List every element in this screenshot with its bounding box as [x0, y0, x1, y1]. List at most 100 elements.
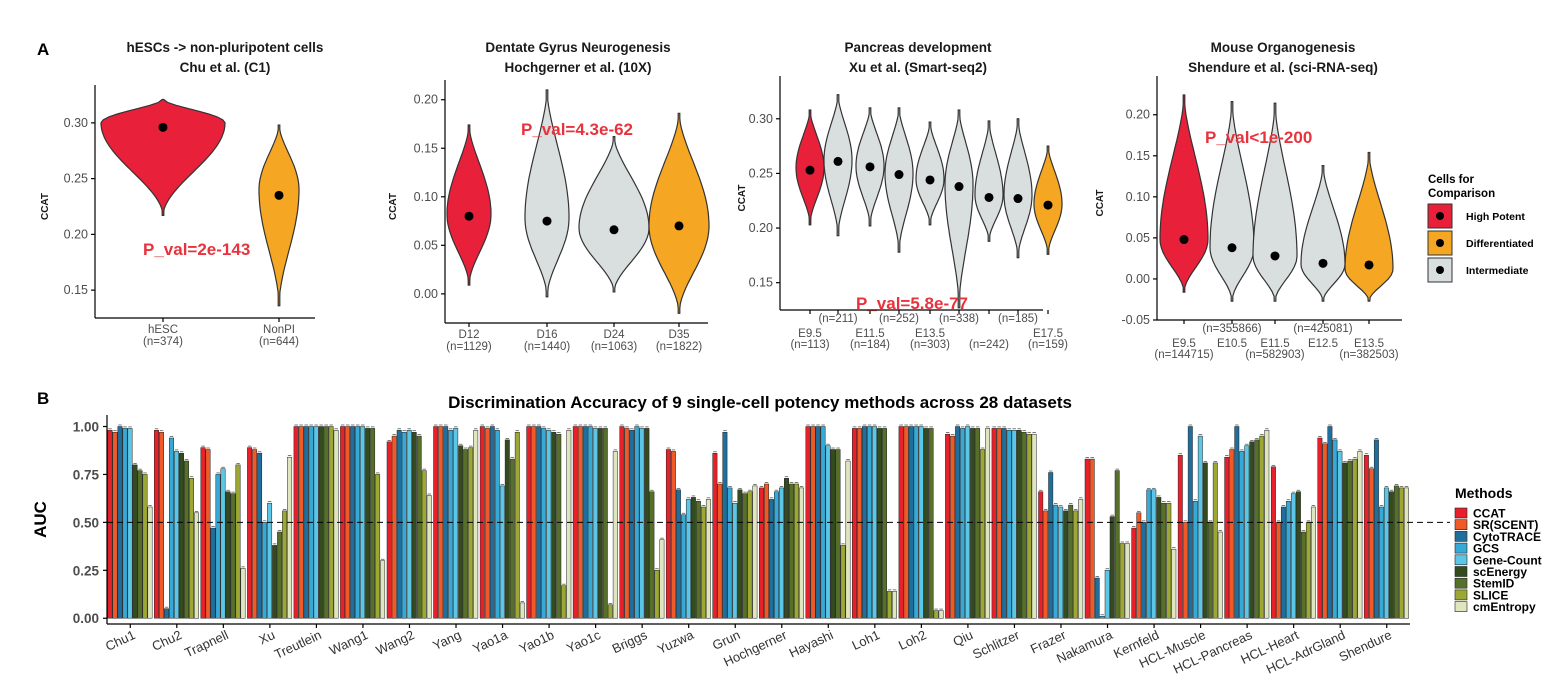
bar-HCL-Heart-scEnergy [1295, 491, 1301, 619]
bar-Grun-SLICE [747, 491, 753, 619]
category-count: (n=382503) [1339, 349, 1398, 361]
median-point [805, 165, 815, 175]
category-label: Hayashi [787, 627, 836, 660]
bar-Shendure-cmEntropy [1403, 487, 1409, 619]
bar-HCL-Pancreas-StemID [1254, 439, 1260, 619]
bar-Wang2-GCS [401, 432, 407, 619]
bar-Kernfeld-CytoTRACE [1141, 522, 1147, 619]
legend-item-label: StemID [1473, 577, 1515, 591]
bar-HCL-Heart-SR(SCENT) [1275, 522, 1281, 619]
bar-Shendure-Gene-Count [1383, 487, 1389, 619]
bar-Frazer-SLICE [1073, 510, 1079, 619]
bar-Trapnell-Gene-Count [220, 468, 226, 619]
violin-NonPI [258, 124, 300, 307]
bar-Yao1c-StemID [602, 428, 608, 619]
bar-Nakamura-CytoTRACE [1094, 577, 1100, 619]
category-label: Schlitzer [970, 627, 1022, 662]
bar-Chu1-scEnergy [132, 464, 138, 619]
bar-Grun-StemID [742, 493, 748, 619]
violin-E17.5 [1033, 145, 1063, 255]
violin-hESC [100, 98, 226, 217]
bar-Hochgerner-GCS [774, 491, 779, 619]
bar-Yao1b-GCS [541, 428, 547, 619]
category-count: (n=159) [1028, 339, 1068, 351]
category-count: (n=144715) [1154, 349, 1213, 361]
bar-Loh2-StemID [928, 428, 934, 619]
bar-Chu2-GCS [169, 437, 174, 619]
bar-Frazer-scEnergy [1063, 510, 1069, 619]
y-tick-label: 0.25 [73, 563, 100, 578]
violin-E10.5 [1209, 101, 1255, 302]
bar-Yao1c-cmEntropy [612, 451, 618, 619]
bar-Yang-GCS [448, 430, 454, 619]
legend-cells-for-comparison: Cells for Comparison High Potent Differenti… [1427, 174, 1534, 283]
median-point [1043, 200, 1053, 210]
p-value-annotation: P_val=5.8e-77 [856, 294, 968, 313]
category-label: Qiu [951, 627, 976, 649]
bar-Frazer-SR(SCENT) [1043, 510, 1049, 619]
category-count: (n=1063) [591, 341, 638, 353]
bar-Yang-Gene-Count [453, 428, 459, 619]
median-point [1318, 258, 1328, 268]
legend-item-label: Intermediate [1466, 265, 1529, 277]
bar-Trapnell-StemID [230, 493, 236, 619]
legend-item-label: CCAT [1473, 507, 1506, 521]
y-tick-label: 0.15 [64, 283, 88, 297]
bar-Chu2-cmEntropy [194, 512, 199, 619]
y-tick-label: 0.25 [64, 172, 88, 186]
bar-Yang-cmEntropy [473, 430, 479, 619]
bar-HCL-Muscle-CCAT [1177, 455, 1183, 619]
bar-Chu2-CCAT [154, 430, 159, 619]
y-tick-label: 0.20 [749, 221, 773, 235]
category-label: Loh1 [850, 627, 883, 653]
bar-Nakamura-SLICE [1119, 543, 1125, 619]
y-tick-label: 0.00 [1126, 272, 1150, 286]
legend-swatch [1454, 542, 1468, 554]
chart-title-line1: Pancreas development [844, 40, 992, 55]
bar-HCL-Heart-GCS [1285, 501, 1291, 619]
legend-item-label: Gene-Count [1473, 553, 1542, 567]
bar-Wang1-StemID [370, 428, 376, 619]
violin-D35 [648, 112, 710, 314]
bar-HCL-Heart-StemID [1300, 531, 1306, 619]
legend-item-label: cmEntropy [1473, 600, 1536, 614]
bar-Yao1a-scEnergy [504, 439, 510, 619]
bar-Chu1-Gene-Count [127, 428, 133, 619]
bar-Shendure-StemID [1393, 485, 1399, 619]
legend-title-line1: Cells for [1428, 174, 1475, 186]
category-count: (n=582903) [1245, 349, 1304, 361]
bar-Xu-GCS [262, 522, 268, 619]
bar-HCL-Pancreas-Gene-Count [1244, 445, 1250, 619]
bar-HCL-Muscle-SR(SCENT) [1182, 522, 1188, 619]
bar-Loh1-StemID [882, 428, 887, 619]
bar-Wang2-cmEntropy [426, 495, 432, 619]
violin-group-6 [974, 120, 1004, 242]
bar-Schlitzer-CCAT [991, 428, 997, 619]
bar-Wang2-CCAT [386, 441, 392, 619]
violin-group-7 [1003, 118, 1033, 259]
bar-Chu1-CCAT [107, 430, 113, 619]
bar-Xu-cmEntropy [287, 456, 293, 619]
bar-Shendure-scEnergy [1388, 491, 1394, 619]
bar-Qiu-StemID [975, 428, 981, 619]
bar-Briggs-SLICE [654, 570, 660, 619]
category-label: E10.5 [1217, 338, 1247, 350]
legend-item-label: High Potent [1466, 211, 1525, 223]
bar-HCL-Muscle-StemID [1207, 522, 1213, 619]
median-point [1227, 243, 1237, 253]
bar-Trapnell-SR(SCENT) [205, 449, 211, 619]
bar-Chu2-scEnergy [179, 453, 184, 619]
category-label: Wang2 [374, 627, 417, 658]
category-count: (n=425081) [1293, 323, 1352, 335]
median-point [1179, 235, 1189, 245]
bar-HCL-AdrGland-GCS [1332, 439, 1338, 619]
bar-Xu-CCAT [247, 447, 253, 619]
median-point [894, 170, 904, 180]
bar-Yao1a-SR(SCENT) [484, 428, 490, 619]
bar-Grun-CCAT [712, 453, 718, 619]
chart-title-line2: Hochgerner et al. (10X) [504, 60, 651, 75]
category-label: E12.5 [1308, 338, 1338, 350]
bar-Briggs-Gene-Count [639, 428, 645, 619]
bar-Frazer-CytoTRACE [1048, 472, 1054, 619]
